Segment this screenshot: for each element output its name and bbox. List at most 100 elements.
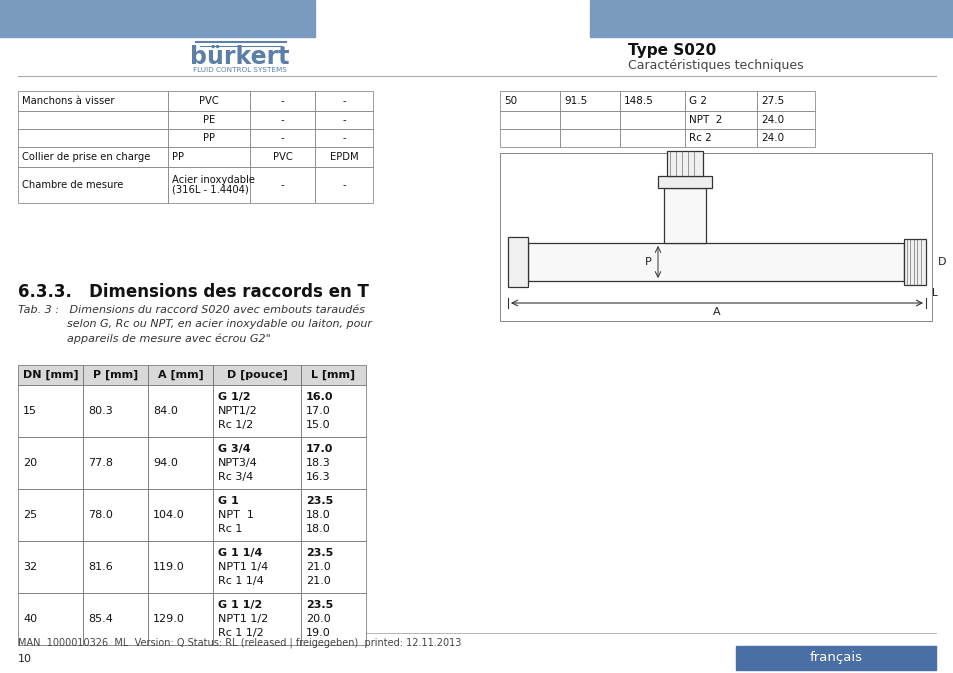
Text: 17.0: 17.0 (306, 406, 331, 416)
Text: 91.5: 91.5 (563, 96, 587, 106)
Bar (619, 111, 684, 129)
Bar (301, 437, 366, 489)
Bar (83, 489, 148, 541)
Bar (148, 541, 213, 593)
Bar (301, 489, 366, 541)
Text: 85.4: 85.4 (88, 614, 112, 624)
Bar (18, 111, 168, 129)
Bar (499, 129, 559, 147)
Bar (18, 91, 168, 111)
Text: 20: 20 (23, 458, 37, 468)
Text: FLUID CONTROL SYSTEMS: FLUID CONTROL SYSTEMS (193, 67, 287, 73)
Bar (213, 385, 301, 437)
Bar (168, 167, 250, 203)
Text: MAN  1000010326  ML  Version: Q Status: RL (released | freigegeben)  printed: 12: MAN 1000010326 ML Version: Q Status: RL … (18, 638, 461, 648)
Text: NPT  1: NPT 1 (218, 510, 253, 520)
Bar (250, 167, 314, 203)
Bar (148, 365, 213, 385)
Bar (18, 147, 168, 167)
Text: 78.0: 78.0 (88, 510, 112, 520)
Text: -: - (342, 133, 345, 143)
Text: français: français (809, 651, 862, 664)
Text: Rc 1: Rc 1 (218, 524, 242, 534)
Bar (213, 437, 301, 489)
Bar (250, 147, 314, 167)
Bar (684, 111, 757, 129)
Text: -: - (280, 133, 284, 143)
Bar (527, 243, 903, 281)
Text: 80.3: 80.3 (88, 406, 112, 416)
Text: selon G, Rc ou NPT, en acier inoxydable ou laiton, pour: selon G, Rc ou NPT, en acier inoxydable … (18, 319, 372, 329)
Bar (314, 129, 373, 147)
Text: P: P (644, 257, 651, 267)
Text: Acier inoxydable: Acier inoxydable (172, 175, 254, 185)
Bar (83, 593, 148, 645)
Bar (663, 188, 705, 243)
Text: 20.0: 20.0 (306, 614, 331, 624)
Text: 148.5: 148.5 (623, 96, 653, 106)
Text: Rc 1/2: Rc 1/2 (218, 420, 253, 430)
Text: 15.0: 15.0 (306, 420, 331, 430)
Bar (684, 129, 757, 147)
Bar (559, 91, 619, 111)
Text: -: - (342, 180, 345, 190)
Text: 23.5: 23.5 (306, 600, 333, 610)
Bar (148, 489, 213, 541)
Bar (658, 176, 711, 188)
Bar (148, 437, 213, 489)
Bar (589, 0, 953, 37)
Text: Collier de prise en charge: Collier de prise en charge (22, 152, 151, 162)
Bar (18, 437, 83, 489)
Text: A [mm]: A [mm] (157, 370, 203, 380)
Bar (213, 541, 301, 593)
Bar (18, 593, 83, 645)
Text: PVC: PVC (199, 96, 218, 106)
Text: DN [mm]: DN [mm] (23, 370, 78, 380)
Bar (18, 385, 83, 437)
Bar (213, 365, 301, 385)
Text: 119.0: 119.0 (152, 562, 185, 572)
Bar (757, 129, 814, 147)
Text: A: A (713, 307, 720, 317)
Text: -: - (280, 96, 284, 106)
Bar (83, 385, 148, 437)
Text: G 1: G 1 (218, 496, 238, 506)
Bar (314, 91, 373, 111)
Text: -: - (280, 180, 284, 190)
Text: appareils de mesure avec écrou G2": appareils de mesure avec écrou G2" (18, 333, 271, 343)
Bar (213, 593, 301, 645)
Bar (18, 167, 168, 203)
Bar (148, 593, 213, 645)
Bar (168, 111, 250, 129)
Text: 23.5: 23.5 (306, 496, 333, 506)
Text: 16.0: 16.0 (306, 392, 334, 402)
Bar (757, 91, 814, 111)
Text: L: L (931, 288, 937, 298)
Bar (619, 91, 684, 111)
Bar (18, 365, 83, 385)
Text: D [pouce]: D [pouce] (226, 370, 287, 380)
Text: 18.0: 18.0 (306, 524, 331, 534)
Bar (757, 111, 814, 129)
Text: 10: 10 (18, 654, 32, 664)
Bar (314, 147, 373, 167)
Bar (148, 385, 213, 437)
Text: 84.0: 84.0 (152, 406, 177, 416)
Text: G 3/4: G 3/4 (218, 444, 251, 454)
Text: Rc 2: Rc 2 (688, 133, 711, 143)
Text: G 1 1/4: G 1 1/4 (218, 548, 262, 558)
Text: 19.0: 19.0 (306, 628, 331, 638)
Text: 40: 40 (23, 614, 37, 624)
Text: 94.0: 94.0 (152, 458, 177, 468)
Bar (499, 153, 931, 321)
Bar (903, 239, 925, 285)
Text: 81.6: 81.6 (88, 562, 112, 572)
Text: 32: 32 (23, 562, 37, 572)
Bar (301, 385, 366, 437)
Text: -: - (280, 115, 284, 125)
Text: 25: 25 (23, 510, 37, 520)
Text: Type S020: Type S020 (627, 44, 716, 59)
Text: 24.0: 24.0 (760, 115, 783, 125)
Text: P [mm]: P [mm] (92, 370, 138, 380)
Text: Rc 1 1/4: Rc 1 1/4 (218, 576, 263, 586)
